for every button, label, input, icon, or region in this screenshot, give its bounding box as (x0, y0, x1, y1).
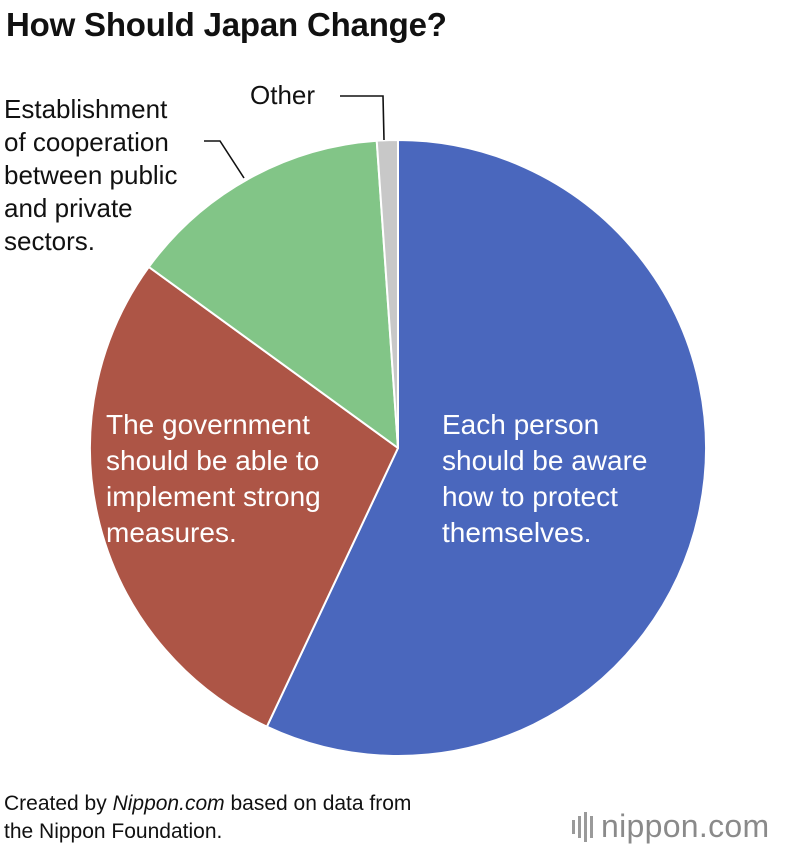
logo-name: nippon (601, 808, 699, 844)
source-line-2: the Nippon Foundation. (4, 820, 223, 843)
pie-slice-3 (147, 139, 399, 449)
slice-label-1-line-4: themselves. (442, 517, 591, 548)
slice-label-3-line-3: between public (4, 160, 177, 190)
pie-slice-2 (89, 265, 399, 728)
source-note: Created by Nippon.com based on data from… (4, 790, 411, 846)
slice-label-1-line-1: Each person (442, 409, 599, 440)
nippon-logo: nippon.com (572, 808, 769, 845)
slice-label-3-line-4: and private (4, 193, 133, 223)
slice-label-3: Establishment of cooperation between publi… (4, 94, 177, 256)
logo-dot: . (698, 808, 709, 844)
slice-label-3-line-1: Establishment (4, 94, 168, 124)
source-prefix: Created by (4, 792, 113, 815)
slice-label-2-line-1: The government (106, 409, 310, 440)
slice-label-4-line-1: Other (250, 80, 315, 110)
slice-label-2: The government should be able to implement… (106, 409, 321, 548)
slice-label-2-line-4: measures. (106, 517, 237, 548)
source-site: Nippon.com (112, 792, 225, 815)
pie-slice-1 (265, 139, 707, 757)
chart-title: How Should Japan Change? (6, 6, 447, 43)
leader-line-3 (204, 140, 245, 179)
pie-slices (89, 139, 707, 757)
slice-label-4: Other (250, 80, 315, 110)
source-suffix: based on data from (224, 792, 412, 815)
pie-labels: Each person should be aware how to protect… (4, 80, 647, 548)
slice-label-1-line-2: should be aware (442, 445, 647, 476)
leader-line-4 (340, 95, 385, 141)
logo-tld: com (708, 808, 770, 844)
source-line-1: Created by Nippon.com based on data from (4, 790, 411, 818)
pie-slice-4 (375, 139, 399, 449)
slice-label-2-line-2: should be able to (106, 445, 319, 476)
slice-label-3-line-2: of cooperation (4, 127, 169, 157)
slice-label-2-line-3: implement strong (106, 481, 321, 512)
slice-label-1: Each person should be aware how to protect… (442, 409, 647, 548)
slice-label-3-line-5: sectors. (4, 226, 95, 256)
sound-bars-icon (572, 811, 593, 842)
logo-wordmark: nippon.com (601, 808, 769, 845)
slice-label-1-line-3: how to protect (442, 481, 618, 512)
